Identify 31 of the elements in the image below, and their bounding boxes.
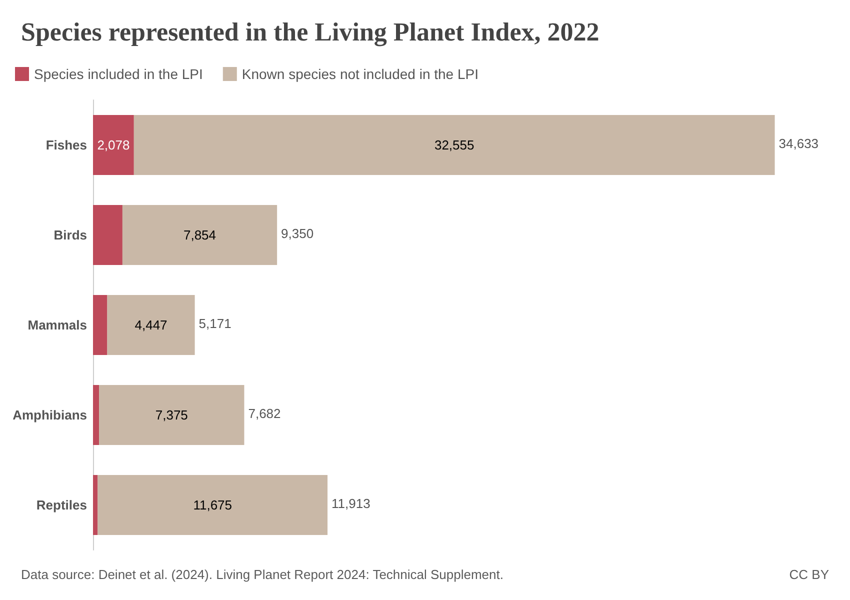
source-note: Data source: Deinet et al. (2024). Living Planet Report 2024: Technical Supplement. — [21, 567, 504, 582]
text: CC BY — [789, 567, 830, 582]
bar — [93, 205, 122, 265]
data-label: 2,078 — [97, 138, 130, 152]
data-label: 7,375 — [155, 408, 188, 422]
y-tick-label: Fishes — [46, 138, 87, 152]
bar — [99, 385, 244, 445]
data-label: 11,675 — [193, 498, 232, 512]
legend-label: Species included in the LPI — [34, 66, 203, 82]
legend-label: Known species not included in the LPI — [242, 66, 478, 82]
data-label: 4,447 — [134, 318, 168, 332]
data-label: 7,854 — [183, 228, 216, 242]
bar — [93, 115, 134, 175]
y-tick-label: Birds — [54, 228, 87, 242]
bar — [107, 295, 195, 355]
total-label: 11,913 — [332, 496, 370, 511]
data-label: 32,555 — [434, 138, 474, 152]
bar — [93, 475, 98, 535]
bar — [93, 385, 100, 445]
bar — [134, 115, 775, 175]
chart-title: Species represented in the Living Planet Index, 2022 — [21, 18, 600, 46]
y-tick-label: Amphibians — [12, 408, 87, 422]
total-label: 34,633 — [778, 136, 819, 151]
y-tick-label: Mammals — [28, 318, 87, 332]
bar — [122, 205, 278, 265]
total-label: 9,350 — [281, 226, 314, 241]
total-label: 7,682 — [248, 406, 281, 421]
bar — [93, 295, 108, 355]
bar — [98, 475, 328, 535]
y-tick-label: Reptiles — [36, 498, 87, 512]
total-label: 5,171 — [198, 316, 232, 331]
